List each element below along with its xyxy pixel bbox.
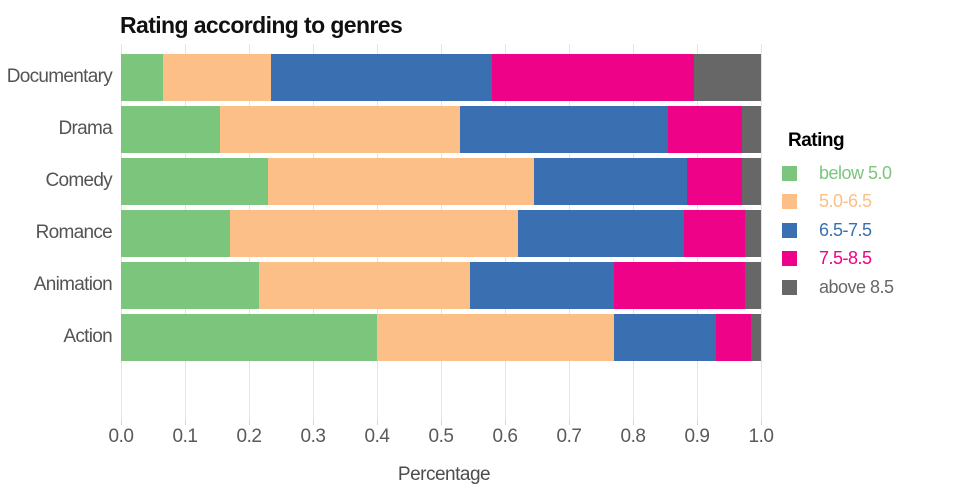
bar-seg-comedy-above-8-5: [741, 158, 761, 205]
legend-swatch-above-8-5: [782, 279, 797, 295]
x-tick-label-0.0: 0.0: [108, 426, 134, 447]
y-label-animation: Animation: [33, 274, 113, 295]
legend-swatch-below-5-0: [782, 165, 797, 181]
y-label-documentary: Documentary: [6, 66, 113, 87]
bar-row-animation: [121, 262, 761, 309]
x-tick-label-0.5: 0.5: [428, 426, 454, 447]
bar-seg-comedy-below-5-0: [121, 158, 269, 205]
bar-seg-drama-7-5-8-5: [668, 106, 742, 153]
x-tick-mark-0.0: [121, 420, 122, 425]
bar-seg-romance-7-5-8-5: [684, 210, 745, 257]
chart-title: Rating according to genres: [120, 12, 403, 38]
x-tick-label-0.2: 0.2: [236, 426, 262, 447]
bar-seg-action-5-0-6-5: [377, 314, 614, 361]
x-tick-label-0.9: 0.9: [684, 426, 710, 447]
legend-label-above-8-5: above 8.5: [819, 276, 894, 297]
bar-seg-animation-5-0-6-5: [258, 262, 470, 309]
bar-seg-documentary-above-8-5: [693, 54, 761, 101]
bar-seg-animation-7-5-8-5: [613, 262, 745, 309]
y-label-romance: Romance: [35, 222, 113, 243]
bar-seg-documentary-below-5-0: [121, 54, 163, 101]
x-tick-mark-0.4: [377, 420, 378, 425]
bar-seg-romance-6-5-7-5: [517, 210, 685, 257]
legend-item-above-8-5: above 8.5: [782, 273, 894, 302]
bar-seg-action-7-5-8-5: [716, 314, 752, 361]
bar-seg-documentary-5-0-6-5: [162, 54, 272, 101]
x-tick-mark-0.9: [697, 420, 698, 425]
bar-seg-animation-above-8-5: [744, 262, 761, 309]
legend-swatch-6-5-7-5: [782, 222, 797, 238]
bar-seg-drama-below-5-0: [121, 106, 221, 153]
gridline-1.0: [761, 44, 762, 420]
x-tick-label-0.7: 0.7: [556, 426, 582, 447]
bar-row-comedy: [121, 158, 761, 205]
bar-row-action: [121, 314, 761, 361]
legend-item-6-5-7-5: 6.5-7.5: [782, 216, 894, 245]
y-label-comedy: Comedy: [45, 170, 112, 191]
x-tick-mark-0.1: [185, 420, 186, 425]
legend: Rating below 5.0 5.0-6.5 6.5-7.5 7.5-8.5 abo…: [782, 130, 894, 302]
bar-seg-drama-6-5-7-5: [460, 106, 669, 153]
x-tick-mark-1.0: [761, 420, 762, 425]
legend-item-below-5-0: below 5.0: [782, 159, 894, 188]
y-label-drama: Drama: [58, 118, 112, 139]
legend-swatch-5-0-6-5: [782, 194, 797, 210]
x-tick-mark-0.8: [633, 420, 634, 425]
bar-row-drama: [121, 106, 761, 153]
x-tick-label-0.4: 0.4: [364, 426, 390, 447]
bar-seg-romance-5-0-6-5: [229, 210, 518, 257]
legend-label-below-5-0: below 5.0: [819, 162, 892, 183]
bar-seg-action-above-8-5: [751, 314, 761, 361]
x-axis-title: Percentage: [397, 464, 491, 485]
bar-seg-comedy-5-0-6-5: [268, 158, 534, 205]
x-tick-mark-0.5: [441, 420, 442, 425]
legend-swatch-7-5-8-5: [782, 251, 797, 267]
legend-label-7-5-8-5: 7.5-8.5: [819, 248, 872, 269]
bar-seg-animation-6-5-7-5: [469, 262, 614, 309]
x-tick-label-0.1: 0.1: [172, 426, 198, 447]
x-tick-mark-0.7: [569, 420, 570, 425]
plot-panel: [121, 44, 767, 425]
bar-seg-action-6-5-7-5: [613, 314, 717, 361]
y-label-action: Action: [63, 326, 112, 347]
legend-item-7-5-8-5: 7.5-8.5: [782, 245, 894, 274]
bar-seg-animation-below-5-0: [121, 262, 259, 309]
bar-seg-action-below-5-0: [121, 314, 377, 361]
x-tick-mark-0.2: [249, 420, 250, 425]
x-tick-mark-0.6: [505, 420, 506, 425]
x-tick-label-1.0: 1.0: [748, 426, 774, 447]
bar-seg-drama-above-8-5: [741, 106, 761, 153]
bar-seg-romance-above-8-5: [744, 210, 761, 257]
legend-label-6-5-7-5: 6.5-7.5: [819, 219, 872, 240]
bar-row-documentary: [121, 54, 761, 101]
bar-seg-comedy-6-5-7-5: [533, 158, 688, 205]
bar-seg-comedy-7-5-8-5: [687, 158, 742, 205]
legend-item-5-0-6-5: 5.0-6.5: [782, 188, 894, 217]
x-tick-label-0.3: 0.3: [300, 426, 326, 447]
bar-seg-documentary-7-5-8-5: [492, 54, 694, 101]
x-tick-label-0.8: 0.8: [620, 426, 646, 447]
bar-row-romance: [121, 210, 761, 257]
bar-seg-romance-below-5-0: [121, 210, 230, 257]
bar-seg-documentary-6-5-7-5: [271, 54, 493, 101]
legend-label-5-0-6-5: 5.0-6.5: [819, 191, 872, 212]
legend-items: below 5.0 5.0-6.5 6.5-7.5 7.5-8.5 above 8.5: [782, 159, 894, 302]
x-tick-mark-0.3: [313, 420, 314, 425]
legend-title: Rating: [788, 130, 845, 151]
x-tick-label-0.6: 0.6: [492, 426, 518, 447]
bar-seg-drama-5-0-6-5: [220, 106, 461, 153]
